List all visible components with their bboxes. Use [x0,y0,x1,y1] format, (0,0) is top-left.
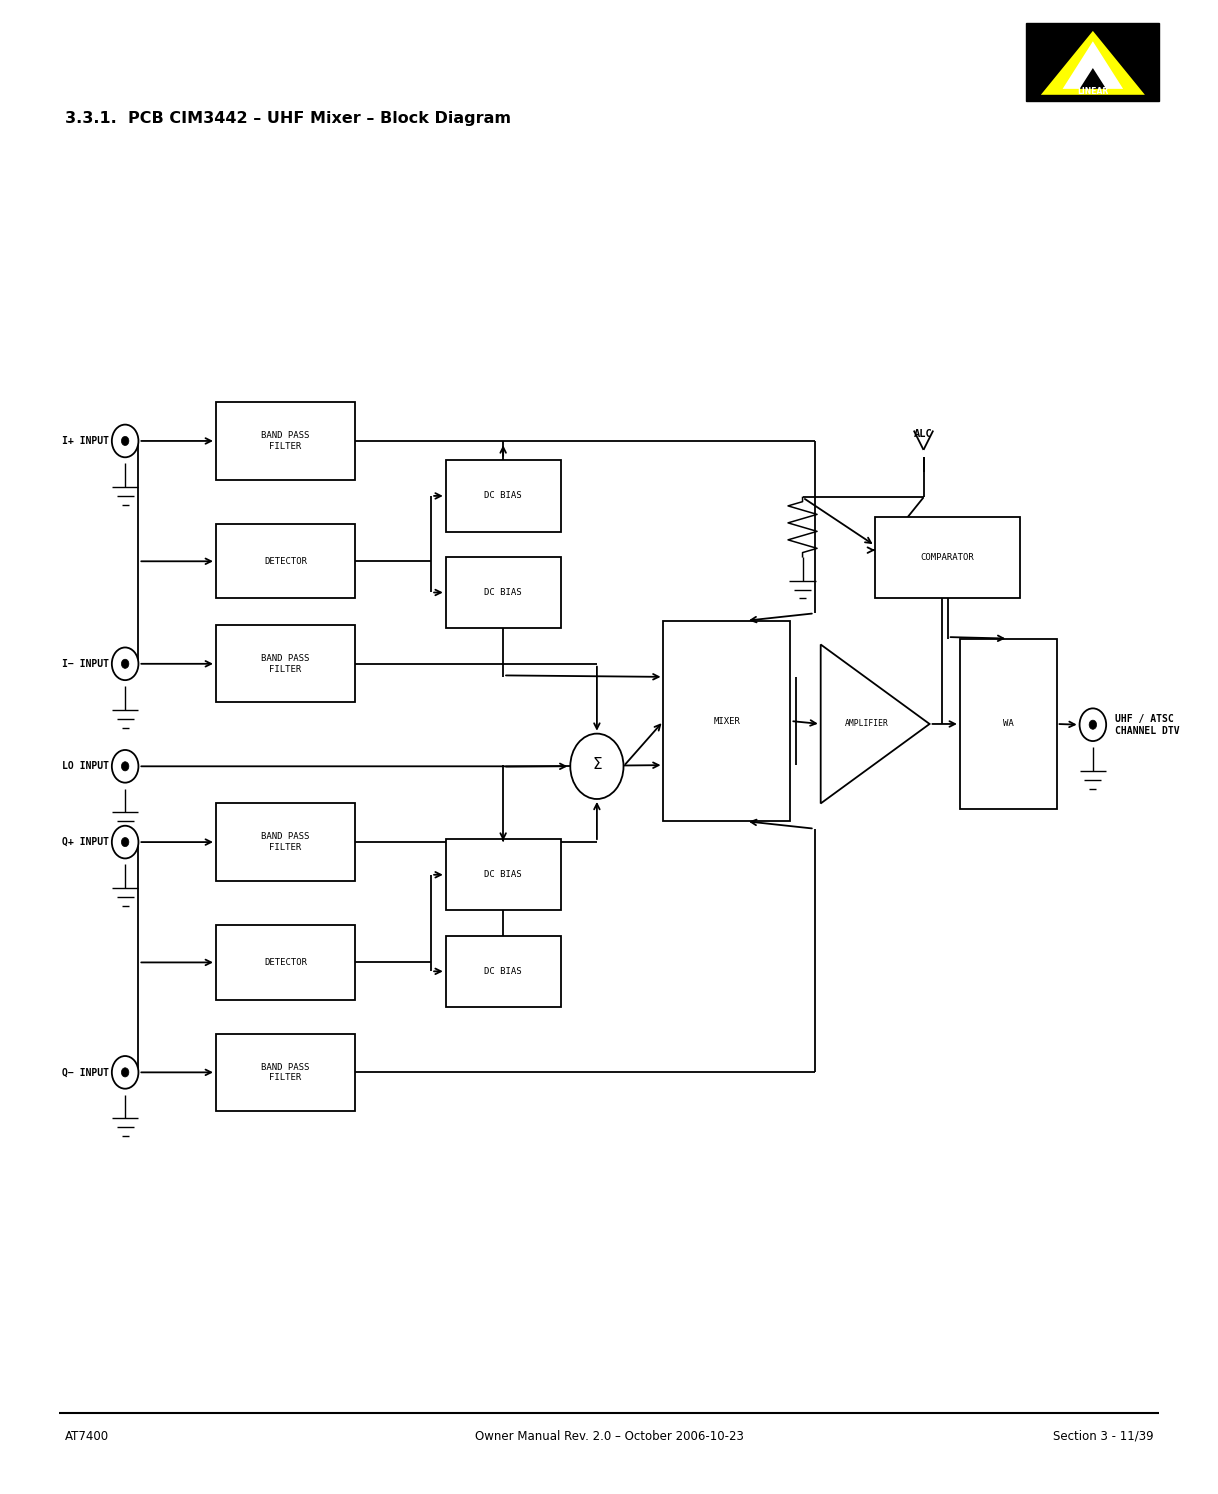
FancyBboxPatch shape [446,557,560,627]
Text: MIXER: MIXER [714,717,741,726]
Text: ALC: ALC [915,429,933,439]
Text: I+ INPUT: I+ INPUT [62,436,110,445]
Circle shape [122,436,129,445]
Text: DETECTOR: DETECTOR [264,958,307,967]
Polygon shape [1079,69,1106,88]
Circle shape [112,750,139,783]
Text: LO INPUT: LO INPUT [62,762,110,771]
Text: Q+ INPUT: Q+ INPUT [62,837,110,847]
Text: AMPLIFIER: AMPLIFIER [844,720,888,729]
Circle shape [112,1056,139,1089]
Circle shape [112,647,139,680]
FancyBboxPatch shape [446,460,560,532]
FancyBboxPatch shape [875,517,1021,599]
FancyBboxPatch shape [216,524,354,599]
Text: Σ: Σ [592,757,602,772]
FancyBboxPatch shape [216,1034,354,1112]
Polygon shape [1062,42,1123,88]
FancyBboxPatch shape [216,624,354,702]
Text: BAND PASS
FILTER: BAND PASS FILTER [261,654,309,674]
Text: DC BIAS: DC BIAS [485,967,523,976]
Circle shape [122,659,129,668]
Text: Owner Manual Rev. 2.0 – October 2006-10-23: Owner Manual Rev. 2.0 – October 2006-10-… [475,1430,743,1443]
FancyBboxPatch shape [216,925,354,999]
Text: Section 3 - 11/39: Section 3 - 11/39 [1052,1430,1153,1443]
Text: DETECTOR: DETECTOR [264,557,307,566]
Circle shape [112,826,139,859]
FancyBboxPatch shape [446,935,560,1007]
Circle shape [570,734,624,799]
Text: COMPARATOR: COMPARATOR [921,553,974,562]
Circle shape [122,1068,129,1077]
Text: LINEAR: LINEAR [1077,87,1108,96]
Polygon shape [1041,31,1145,94]
Text: Q− INPUT: Q− INPUT [62,1067,110,1077]
FancyBboxPatch shape [216,804,354,880]
FancyBboxPatch shape [664,620,790,822]
Circle shape [1079,708,1106,741]
Text: BAND PASS
FILTER: BAND PASS FILTER [261,1062,309,1082]
Text: DC BIAS: DC BIAS [485,492,523,500]
Circle shape [1089,720,1096,729]
Circle shape [122,838,129,847]
FancyBboxPatch shape [960,638,1056,810]
FancyBboxPatch shape [216,402,354,480]
Text: AT7400: AT7400 [65,1430,108,1443]
Circle shape [122,762,129,771]
FancyBboxPatch shape [1027,24,1160,100]
Circle shape [112,424,139,457]
Text: DC BIAS: DC BIAS [485,871,523,880]
Text: BAND PASS
FILTER: BAND PASS FILTER [261,832,309,852]
Text: I− INPUT: I− INPUT [62,659,110,669]
Text: UHF / ATSC
CHANNEL DTV: UHF / ATSC CHANNEL DTV [1114,714,1179,735]
Text: BAND PASS
FILTER: BAND PASS FILTER [261,432,309,451]
Text: WA: WA [1002,720,1013,729]
Text: 3.3.1.  PCB CIM3442 – UHF Mixer – Block Diagram: 3.3.1. PCB CIM3442 – UHF Mixer – Block D… [65,111,510,125]
FancyBboxPatch shape [446,840,560,910]
Text: DC BIAS: DC BIAS [485,589,523,598]
